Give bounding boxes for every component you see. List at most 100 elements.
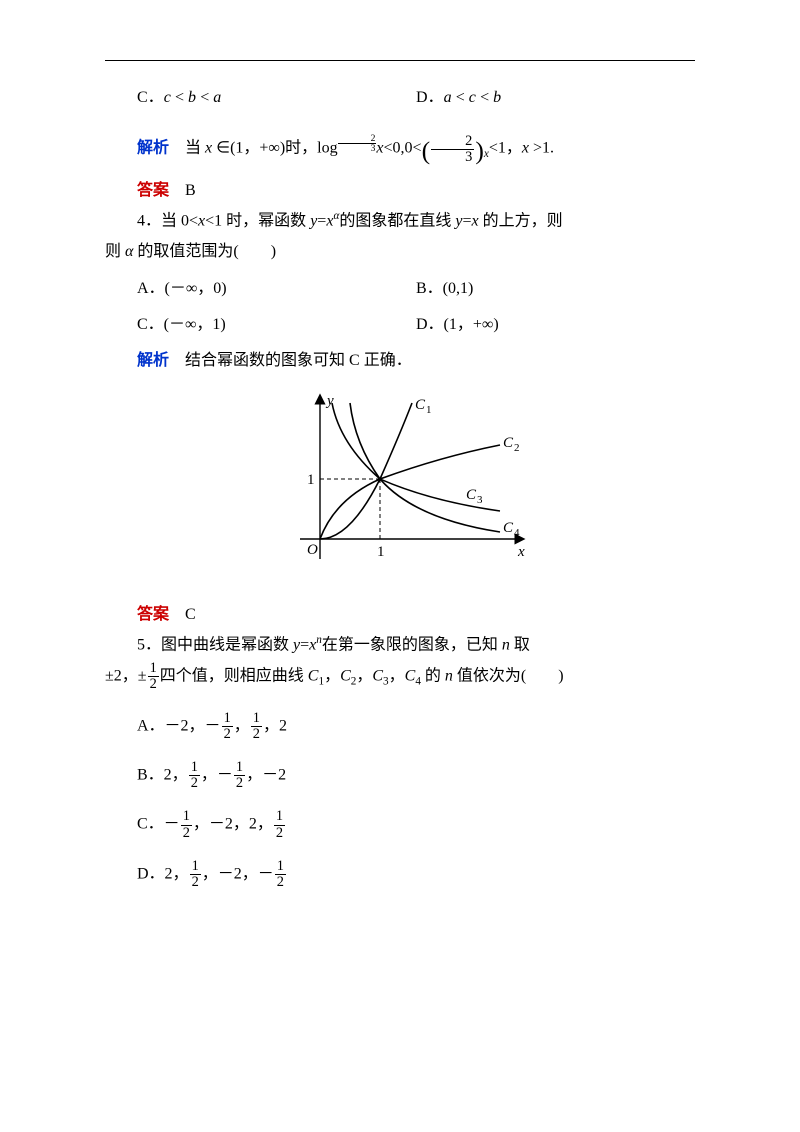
eq: = — [300, 637, 309, 654]
q4-stem-line1: 4．当 0<x<1 时，幂函数 y=xα的图象都在直线 y=x 的上方，则 — [105, 206, 695, 237]
pm: ± — [138, 667, 147, 684]
text: ±2， — [105, 667, 138, 684]
text: 当 0< — [161, 213, 198, 230]
frac-1-2: 12 — [221, 711, 234, 742]
svg-text:1: 1 — [307, 472, 315, 488]
text: 当 — [169, 140, 205, 157]
opt-expr: a < c < b — [444, 89, 502, 106]
text: <1， — [489, 140, 522, 157]
text: 取 — [510, 637, 530, 654]
top-rule — [105, 60, 695, 61]
c1s: 1 — [318, 676, 324, 688]
text: 四个值，则相应曲线 — [160, 667, 308, 684]
q4-option-b: B．(0,1) — [416, 274, 695, 304]
text: ，－2，－ — [202, 865, 274, 882]
text: 的上方，则 — [479, 213, 563, 230]
svg-text:C: C — [503, 520, 514, 536]
page-body: C．c < b < a D．a < c < b 解析 当 x ∈(1，+∞)时，… — [0, 0, 800, 946]
log: log — [317, 140, 337, 157]
opt-label: D． — [416, 89, 444, 106]
text: 的 — [421, 667, 445, 684]
q4-option-c: C．(－∞，1) — [137, 310, 416, 340]
c1: C — [308, 667, 319, 684]
text: <0,0< — [384, 140, 422, 157]
q5-option-c: C．－12，－2，2，12 — [105, 809, 695, 840]
c3s: 3 — [383, 676, 389, 688]
opt-expr: c < b < a — [164, 89, 222, 106]
q4-options-ab: A．(－∞，0) B．(0,1) — [105, 274, 695, 304]
svg-text:C: C — [415, 397, 426, 413]
var-x: x — [522, 140, 529, 157]
eq: = — [317, 213, 326, 230]
text: ，－ — [201, 767, 233, 784]
text: 的图象都在直线 — [339, 213, 455, 230]
opt-label: C． — [137, 89, 164, 106]
frac-1-2: 12 — [273, 809, 286, 840]
svg-text:2: 2 — [514, 442, 520, 454]
power-function-figure: O 1 1 x y C1 C2 C3 C4 — [105, 389, 695, 590]
analysis-label: 解析 — [137, 352, 169, 369]
frac-1-2: 12 — [180, 809, 193, 840]
frac-1-2: 12 — [233, 760, 246, 791]
text: 值依次为( ) — [453, 667, 564, 684]
q5-stem-line1: 5．图中曲线是幂函数 y=xn在第一象限的图象，已知 n 取 — [105, 630, 695, 661]
frac-1-2: 12 — [188, 760, 201, 791]
text: 的取值范围为( ) — [133, 243, 276, 260]
text: B．2， — [137, 767, 188, 784]
var-x: x — [471, 213, 478, 230]
svg-text:1: 1 — [377, 544, 385, 560]
answer-text: C — [169, 606, 196, 623]
svg-text:4: 4 — [514, 527, 520, 539]
q3-analysis: 解析 当 x ∈(1，+∞)时，log23x<0,0<(23)x<1，x >1. — [105, 127, 695, 176]
text: 结合幂函数的图象可知 C 正确． — [169, 352, 412, 369]
log-base-frac: 23 — [338, 134, 377, 153]
q5-option-a: A．－2，－12，12，2 — [105, 711, 695, 742]
q4-option-d: D．(1，+∞) — [416, 310, 695, 340]
answer-text: B — [169, 182, 196, 199]
text: >1. — [529, 140, 554, 157]
analysis-label: 解析 — [137, 140, 169, 157]
q3-options-cd: C．c < b < a D．a < c < b — [105, 83, 695, 113]
text: ∈(1，+∞)时， — [212, 140, 317, 157]
svg-text:x: x — [517, 544, 525, 560]
q5-stem-line2: ±2，±12四个值，则相应曲线 C1，C2，C3，C4 的 n 值依次为( ) — [105, 661, 695, 693]
svg-text:3: 3 — [477, 494, 483, 506]
var-n: n — [445, 667, 453, 684]
svg-text:O: O — [307, 542, 318, 558]
q4-stem-line2: 则 α 的取值范围为( ) — [105, 237, 695, 267]
text: 则 — [105, 243, 125, 260]
text: 图中曲线是幂函数 — [161, 637, 293, 654]
text: ，2 — [263, 717, 287, 734]
q5-option-b: B．2，12，－12，－2 — [105, 760, 695, 791]
q4-answer: 答案 C — [105, 600, 695, 630]
frac-1-2: 12 — [189, 859, 202, 890]
q3-option-c: C．c < b < a — [137, 83, 416, 113]
frac-1-2: 12 — [147, 661, 160, 692]
text: <1 时，幂函数 — [205, 213, 310, 230]
frac-2-3: 23 — [430, 134, 475, 165]
text: C．－ — [137, 816, 180, 833]
q5-option-d: D．2，12，－2，－12 — [105, 859, 695, 890]
answer-label: 答案 — [137, 182, 169, 199]
text: D．2， — [137, 865, 189, 882]
q4-options-cd: C．(－∞，1) D．(1，+∞) — [105, 310, 695, 340]
c4: C — [405, 667, 416, 684]
q3-option-d: D．a < c < b — [416, 83, 695, 113]
q-num: 5． — [137, 637, 161, 654]
frac-1-2: 12 — [274, 859, 287, 890]
c2s: 2 — [351, 676, 357, 688]
q3-answer: 答案 B — [105, 176, 695, 206]
text: A．－2，－ — [137, 717, 221, 734]
rparen-icon: ) — [475, 136, 484, 165]
var-n: n — [502, 637, 510, 654]
q-num: 4． — [137, 213, 161, 230]
c3: C — [372, 667, 383, 684]
lparen-icon: ( — [422, 136, 431, 165]
text: ，－2 — [246, 767, 286, 784]
q4-option-a: A．(－∞，0) — [137, 274, 416, 304]
var-x: x — [376, 140, 383, 157]
c2: C — [340, 667, 351, 684]
frac-1-2: 12 — [250, 711, 263, 742]
svg-text:1: 1 — [426, 404, 432, 416]
text: 在第一象限的图象，已知 — [322, 637, 502, 654]
